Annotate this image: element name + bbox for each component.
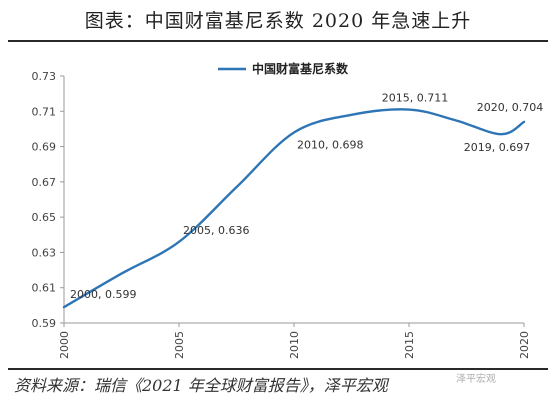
- source-note: 资料来源：瑞信《2021 年全球财富报告》，泽平宏观: [14, 376, 388, 395]
- data-labels: 2000, 0.599 2005, 0.636 2010, 0.698 2015, 0…: [70, 92, 543, 302]
- y-tick-label: 0.69: [32, 141, 57, 154]
- data-label: 2019, 0.697: [464, 141, 530, 154]
- x-tick-label: 2015: [403, 331, 416, 359]
- y-tick-label: 0.61: [32, 282, 57, 295]
- title-divider: [8, 40, 548, 42]
- data-label: 2005, 0.636: [183, 224, 249, 237]
- series-line: [62, 108, 526, 309]
- figure-title: 图表：中国财富基尼系数 2020 年急速上升: [84, 10, 472, 32]
- watermark: 泽平宏观: [456, 374, 496, 385]
- y-tick-label: 0.67: [32, 176, 57, 189]
- y-axis-ticks: 0.59 0.61 0.63 0.65 0.67 0.69 0.71 0.73: [32, 70, 64, 330]
- x-tick-label: 2005: [173, 331, 186, 359]
- data-label: 2015, 0.711: [382, 92, 448, 105]
- series-layer: [62, 108, 526, 309]
- data-label: 2000, 0.599: [70, 288, 136, 301]
- data-label: 2020, 0.704: [477, 101, 543, 114]
- data-label: 2010, 0.698: [297, 138, 363, 151]
- legend: 中国财富基尼系数: [218, 61, 349, 76]
- y-tick-label: 0.59: [32, 317, 57, 330]
- y-tick-label: 0.65: [32, 211, 57, 224]
- y-tick-label: 0.63: [32, 246, 57, 259]
- x-axis-ticks: 2000 2005 2010 2015 2020: [58, 323, 531, 359]
- legend-label: 中国财富基尼系数: [252, 61, 349, 76]
- x-tick-label: 2000: [58, 331, 71, 359]
- chart-axes: [63, 76, 524, 324]
- source-divider: [8, 368, 548, 370]
- x-tick-label: 2010: [288, 331, 301, 359]
- x-tick-label: 2020: [518, 331, 531, 359]
- y-tick-label: 0.71: [32, 105, 57, 118]
- y-tick-label: 0.73: [32, 70, 57, 83]
